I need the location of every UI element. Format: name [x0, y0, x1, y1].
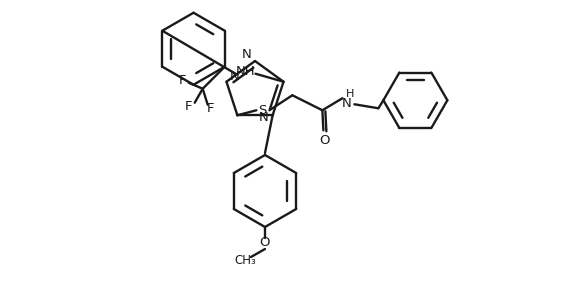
Text: F: F [185, 100, 193, 113]
Text: S: S [258, 104, 266, 117]
Text: N: N [229, 70, 239, 83]
Text: N: N [242, 49, 252, 61]
Text: O: O [319, 134, 329, 147]
Text: F: F [179, 74, 186, 87]
Text: N: N [341, 97, 351, 110]
Text: H: H [346, 89, 354, 99]
Text: N: N [259, 111, 269, 124]
Text: O: O [260, 237, 270, 249]
Text: F: F [207, 102, 215, 115]
Text: CH₃: CH₃ [234, 255, 256, 267]
Text: NH: NH [236, 65, 256, 78]
